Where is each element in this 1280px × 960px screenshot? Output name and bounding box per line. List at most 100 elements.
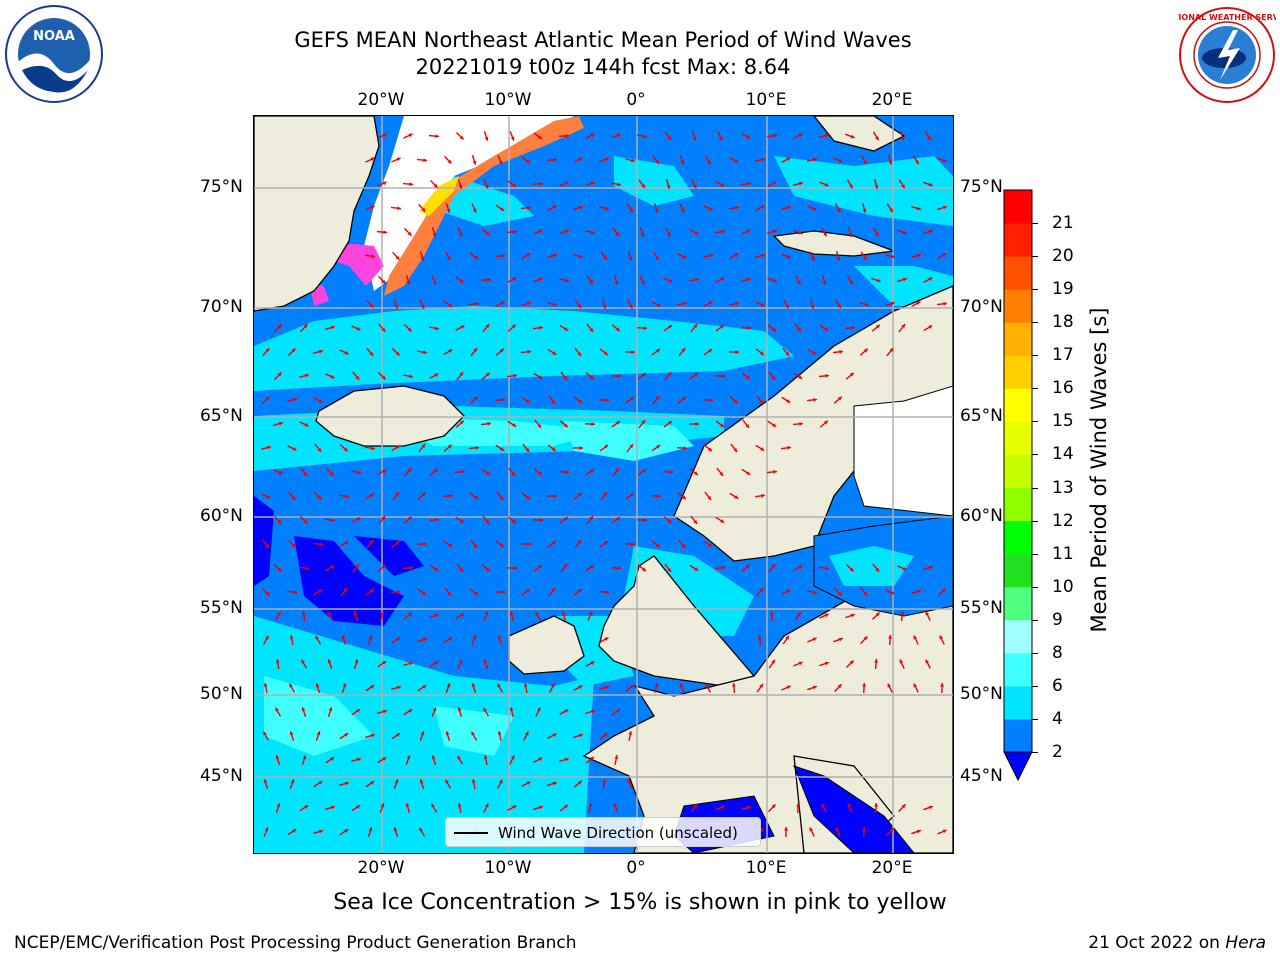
wave-direction-arrowhead <box>525 447 530 452</box>
wave-direction-arrowhead <box>370 493 375 497</box>
wave-direction-arrowhead <box>564 229 569 234</box>
wave-direction-arrowhead <box>771 659 775 664</box>
wave-direction-arrowhead <box>629 304 633 309</box>
colorbar-band <box>1004 289 1032 323</box>
wave-direction-arrowhead <box>589 280 593 285</box>
wave-direction-arrowhead <box>266 445 271 450</box>
colorbar-tick-mark <box>1032 619 1038 621</box>
wave-direction-arrowhead <box>380 611 385 616</box>
wave-direction-arrowhead <box>278 421 283 426</box>
wave-direction-arrowhead <box>381 516 386 521</box>
wave-direction-arrowhead <box>471 731 475 736</box>
wave-direction-arrowhead <box>356 517 361 521</box>
wave-direction-arrowhead <box>408 133 413 138</box>
wave-direction-arrowhead <box>553 494 557 498</box>
wave-direction-arrowhead <box>823 420 828 425</box>
wave-direction-arrowhead <box>318 349 323 354</box>
wave-direction-arrowhead <box>357 470 361 475</box>
wave-direction-arrowhead <box>668 278 673 283</box>
wave-direction-arrowhead <box>550 683 555 688</box>
wave-direction-arrowhead <box>731 683 736 687</box>
wave-direction-arrowhead <box>578 157 583 162</box>
wave-direction-arrowhead <box>509 707 514 711</box>
wave-direction-arrowhead <box>447 591 452 596</box>
wave-direction-arrowhead <box>551 447 556 452</box>
wave-direction-arrowhead <box>760 205 765 209</box>
wave-direction-arrowhead <box>682 397 687 401</box>
wave-direction-arrowhead <box>527 349 531 354</box>
lat-label-left-65n: 65°N <box>200 406 243 426</box>
wave-direction-arrowhead <box>483 707 487 712</box>
wave-direction-arrowhead <box>526 399 531 403</box>
wave-direction-arrowhead <box>656 445 661 449</box>
colorbar-tick-mark <box>1032 322 1038 324</box>
wave-direction-arrowhead <box>812 685 817 690</box>
wave-direction-arrowhead <box>928 805 933 810</box>
wave-direction-arrowhead <box>771 804 776 809</box>
wave-direction-arrowhead <box>303 324 308 329</box>
wave-direction-arrowhead <box>627 779 632 784</box>
wave-direction-arrowhead <box>370 685 375 689</box>
colorbar-band <box>1004 520 1032 555</box>
wave-direction-arrowhead <box>432 707 437 712</box>
colorbar-tick-mark <box>1032 388 1038 390</box>
colorbar-band <box>1004 190 1032 224</box>
wave-direction-arrowhead <box>445 779 449 784</box>
wave-direction-arrowhead <box>497 683 501 688</box>
wave-direction-arrowhead <box>538 565 543 569</box>
wave-direction-arrowhead <box>275 659 280 663</box>
wave-direction-arrowhead <box>719 471 724 476</box>
wave-direction-arrowhead <box>761 493 765 498</box>
wave-direction-arrowhead <box>578 685 583 690</box>
lon-label-top-0: 0° <box>626 90 646 110</box>
wave-direction-arrowhead <box>539 181 543 186</box>
wave-direction-arrowhead <box>509 611 514 616</box>
wave-direction-arrowhead <box>382 469 387 473</box>
wave-direction-arrowhead <box>552 540 556 545</box>
wave-direction-arrowhead <box>821 803 826 808</box>
wave-direction-arrowhead <box>409 182 413 187</box>
wave-direction-arrowhead <box>459 135 464 140</box>
wave-direction-arrowhead <box>431 803 435 808</box>
wave-direction-arrowhead <box>720 324 724 329</box>
wave-direction-arrowhead <box>889 348 894 353</box>
wave-direction-arrowhead <box>899 659 904 664</box>
wave-direction-arrowhead <box>303 471 308 476</box>
colorbar-tick-mark <box>1032 421 1038 423</box>
wave-direction-arrowhead <box>277 324 282 329</box>
wave-direction-arrowhead <box>939 635 944 640</box>
wave-direction-arrowhead <box>446 208 451 213</box>
wave-direction-arrowhead <box>317 495 322 500</box>
wave-direction-arrowhead <box>354 659 359 664</box>
wave-direction-arrowhead <box>448 637 453 641</box>
wave-direction-arrowhead <box>668 325 673 329</box>
wave-direction-arrowhead <box>344 541 349 545</box>
wave-direction-arrowhead <box>890 590 895 595</box>
wave-direction-arrowhead <box>552 205 557 210</box>
wave-direction-arrowhead <box>538 757 543 761</box>
wave-direction-arrowhead <box>395 492 400 497</box>
wave-direction-arrowhead <box>304 373 309 378</box>
wave-direction-arrowhead <box>483 659 488 664</box>
wave-direction-arrowhead <box>837 684 842 689</box>
wave-direction-arrowhead <box>888 635 893 639</box>
wave-direction-arrowhead <box>330 374 335 379</box>
wave-direction-arrowhead <box>343 447 348 452</box>
wave-direction-arrowhead <box>397 206 401 211</box>
wave-direction-arrowhead <box>512 423 517 427</box>
wave-direction-arrowhead <box>735 205 739 210</box>
wave-direction-arrowhead <box>798 375 803 379</box>
wave-direction-arrowhead <box>396 445 401 449</box>
wave-direction-arrowhead <box>787 445 791 450</box>
wave-direction-arrowhead <box>407 231 412 236</box>
wave-direction-arrowhead <box>301 707 306 712</box>
wave-direction-arrowhead <box>615 708 620 713</box>
wave-direction-arrowhead <box>900 136 905 141</box>
sea-ice-caption: Sea Ice Concentration > 15% is shown in … <box>333 890 947 915</box>
wave-direction-arrowhead <box>773 133 777 138</box>
wave-direction-arrowhead <box>382 709 387 714</box>
wave-direction-arrowhead <box>720 183 725 187</box>
wave-direction-arrowhead <box>499 495 504 500</box>
wave-direction-arrowhead <box>693 803 697 808</box>
wave-direction-arrowhead <box>851 325 855 330</box>
